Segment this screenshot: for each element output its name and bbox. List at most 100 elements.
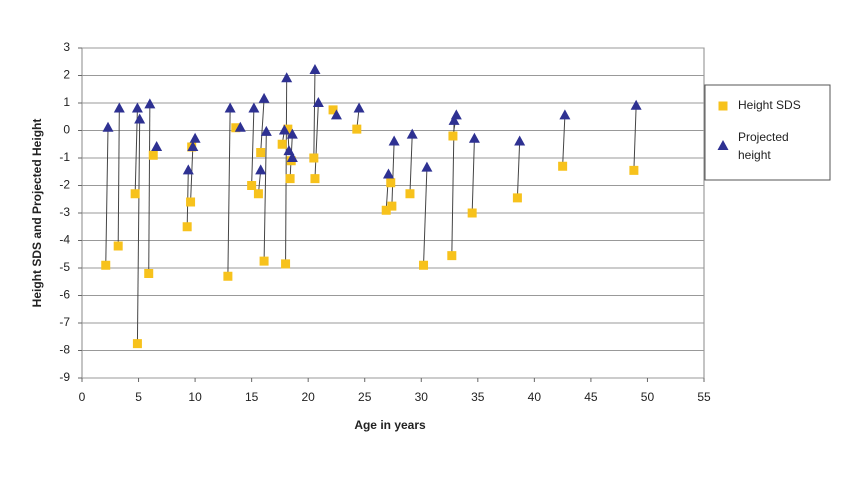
square-marker xyxy=(277,139,287,149)
triangle-marker xyxy=(248,102,260,113)
square-marker xyxy=(281,259,291,269)
square-marker xyxy=(629,165,639,175)
connector xyxy=(136,119,141,344)
connector xyxy=(313,69,316,159)
square-marker xyxy=(447,251,457,261)
triangle-marker xyxy=(102,121,114,132)
square-marker xyxy=(253,189,263,199)
triangle-marker xyxy=(406,128,418,139)
connector xyxy=(451,120,455,256)
triangle-marker xyxy=(144,98,156,109)
connector xyxy=(260,98,265,153)
connector xyxy=(423,167,428,266)
square-marker xyxy=(144,269,154,278)
x-tick-label: 30 xyxy=(415,390,429,404)
connector xyxy=(251,108,255,186)
triangle-marker xyxy=(353,102,365,113)
triangle-marker xyxy=(182,164,194,175)
connector xyxy=(633,105,637,171)
triangle-marker xyxy=(278,124,290,135)
y-tick-label: -1 xyxy=(59,150,70,164)
square-marker xyxy=(328,105,338,115)
x-tick-label: 55 xyxy=(697,390,711,404)
triangle-marker xyxy=(630,99,642,110)
square-marker xyxy=(558,161,568,171)
legend-label: Projected height xyxy=(738,130,789,162)
square-marker xyxy=(309,153,319,163)
triangle-marker xyxy=(312,97,324,107)
triangle-marker xyxy=(309,64,321,74)
connector xyxy=(105,127,109,266)
triangle-marker xyxy=(382,168,394,179)
triangle-marker xyxy=(255,164,267,175)
square-marker xyxy=(148,150,158,160)
triangle-marker xyxy=(131,102,143,113)
triangle-marker xyxy=(189,132,201,143)
triangle-marker xyxy=(286,152,298,162)
triangle-marker xyxy=(134,113,146,124)
square-marker xyxy=(256,148,266,157)
connector xyxy=(562,115,566,167)
y-tick-label: -6 xyxy=(59,288,70,302)
triangle-marker xyxy=(224,102,236,113)
y-tick-label: 0 xyxy=(63,123,70,137)
triangle-marker xyxy=(388,135,400,146)
square-marker xyxy=(283,124,293,134)
connector xyxy=(516,141,521,198)
triangle-marker xyxy=(260,125,272,136)
x-tick-label: 15 xyxy=(245,390,259,404)
y-tick-label: -8 xyxy=(59,343,70,357)
y-tick-label: -2 xyxy=(59,178,70,192)
y-tick-label: -3 xyxy=(59,205,70,219)
y-tick-label: -7 xyxy=(59,315,70,329)
triangle-marker xyxy=(450,109,462,120)
square-marker xyxy=(419,260,429,270)
square-marker xyxy=(113,241,123,251)
square-marker xyxy=(231,123,241,133)
square-marker xyxy=(130,189,140,199)
y-tick-label: -5 xyxy=(59,260,70,274)
triangle-marker xyxy=(234,121,246,132)
square-marker xyxy=(259,256,269,266)
triangle-marker xyxy=(151,141,163,151)
x-tick-label: 50 xyxy=(641,390,655,404)
square-marker xyxy=(387,201,397,211)
connector xyxy=(148,104,151,274)
y-tick-label: 2 xyxy=(63,68,70,82)
y-tick-label: 3 xyxy=(63,40,70,54)
connector xyxy=(471,138,475,214)
y-tick-label: -9 xyxy=(59,370,70,384)
triangle-marker xyxy=(281,72,293,83)
x-tick-label: 0 xyxy=(79,390,86,404)
square-marker xyxy=(718,101,728,111)
square-marker xyxy=(448,131,458,141)
y-axis-title: Height SDS and Projected Height xyxy=(30,119,44,308)
y-tick-label: 1 xyxy=(63,95,70,109)
triangle-marker xyxy=(187,141,199,151)
triangle-marker xyxy=(559,109,571,120)
square-marker xyxy=(101,260,111,270)
square-marker xyxy=(352,124,362,134)
square-marker xyxy=(405,189,415,199)
x-tick-label: 20 xyxy=(302,390,316,404)
x-tick-label: 5 xyxy=(135,390,142,404)
square-marker xyxy=(247,181,257,190)
legend-label: Height SDS xyxy=(738,98,801,112)
legend xyxy=(704,84,831,181)
x-tick-label: 35 xyxy=(471,390,485,404)
y-tick-label: -4 xyxy=(59,233,70,247)
square-marker xyxy=(386,178,396,188)
x-axis-title: Age in years xyxy=(354,418,426,432)
connector xyxy=(117,108,120,247)
triangle-marker xyxy=(514,135,526,146)
x-tick-label: 25 xyxy=(358,390,372,404)
connector xyxy=(409,134,413,194)
square-marker xyxy=(381,205,391,215)
connector xyxy=(314,102,319,179)
square-marker xyxy=(186,197,196,207)
x-tick-label: 40 xyxy=(528,390,542,404)
triangle-marker xyxy=(330,109,342,120)
square-marker xyxy=(310,174,320,184)
square-marker xyxy=(467,208,477,218)
connector xyxy=(263,131,267,262)
